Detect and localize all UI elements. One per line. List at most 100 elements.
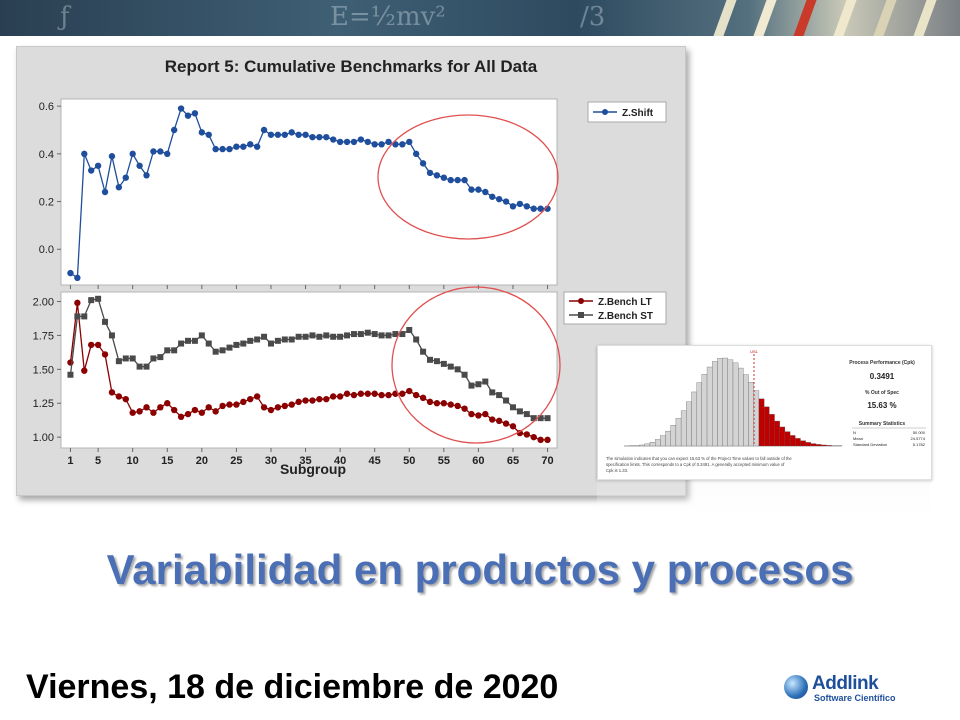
data-point [336, 393, 344, 400]
y-tick-label: 0.0 [39, 244, 54, 256]
data-point [302, 131, 309, 138]
hist-bar [795, 438, 801, 447]
data-point [143, 363, 150, 370]
data-point [247, 337, 254, 344]
hist-bar [660, 435, 666, 447]
data-point [74, 299, 81, 307]
data-point [198, 409, 206, 416]
data-point [537, 205, 544, 212]
data-point [226, 401, 233, 408]
data-point [212, 145, 219, 153]
data-point [399, 390, 406, 397]
data-point [537, 436, 544, 444]
data-point [150, 148, 157, 155]
data-point [288, 401, 295, 408]
data-point [419, 160, 427, 167]
data-point [440, 174, 448, 181]
data-point [260, 126, 268, 134]
data-point [475, 412, 482, 419]
hist-bar [701, 374, 708, 447]
data-point [378, 391, 385, 399]
hist-bar [805, 442, 812, 447]
data-point [267, 406, 275, 414]
data-point [240, 143, 247, 150]
data-point [440, 360, 447, 367]
data-point [67, 371, 74, 378]
logo-subtitle: Software Científico [814, 693, 896, 703]
globe-icon [784, 675, 808, 699]
data-point [454, 402, 461, 410]
data-point [489, 389, 496, 396]
data-point [406, 326, 413, 333]
data-point [371, 390, 378, 397]
series-line [69, 298, 548, 419]
data-point [170, 126, 178, 134]
banner-chalk-formula: E=½mv² [330, 2, 446, 32]
data-point [101, 351, 109, 358]
data-point [177, 413, 185, 420]
data-point [337, 333, 344, 340]
cpk-title: Process Performance (Cpk) [849, 360, 915, 366]
data-point [205, 340, 212, 347]
data-point [468, 186, 475, 193]
data-point [378, 141, 385, 148]
usl-label: USL [750, 349, 759, 354]
zshift-plot-area [60, 98, 558, 286]
data-point [447, 176, 454, 184]
x-tick-label: 55 [438, 455, 450, 467]
data-point [343, 138, 351, 146]
data-point [95, 295, 102, 302]
data-point [350, 331, 357, 338]
data-point [392, 331, 399, 338]
hist-bar [712, 361, 718, 447]
benchmark-charts: 0.00.20.40.61510152025303540455055606570… [33, 98, 667, 477]
data-point [309, 133, 316, 141]
banner-stripe [753, 0, 777, 36]
data-point [108, 332, 115, 339]
hist-bar [779, 426, 786, 447]
data-point [489, 193, 496, 200]
inset-note-line: The simulation indicates that you can ex… [606, 456, 792, 461]
data-point [94, 162, 102, 169]
hist-bar [691, 391, 697, 447]
data-point [157, 354, 164, 361]
x-tick-label: 15 [161, 455, 173, 467]
data-point [191, 337, 198, 344]
data-point [433, 172, 441, 179]
hist-bar [738, 367, 744, 447]
data-point [516, 200, 524, 208]
data-point [364, 329, 371, 336]
data-point [364, 138, 371, 146]
data-point [253, 393, 261, 400]
hist-bar [821, 444, 827, 447]
data-point [530, 205, 537, 212]
series-line [69, 302, 548, 441]
data-point [247, 141, 254, 148]
data-point [495, 417, 503, 425]
data-point [226, 145, 233, 153]
data-point [74, 274, 81, 282]
data-point [482, 378, 489, 385]
data-point [482, 410, 489, 418]
data-point [343, 390, 351, 397]
hist-bar [639, 444, 645, 447]
data-point [267, 131, 275, 138]
hist-bar [800, 440, 806, 447]
hist-bar [654, 439, 661, 447]
zbench-plot-area [60, 291, 558, 449]
data-point [191, 406, 199, 414]
data-point [412, 150, 420, 158]
data-point [129, 355, 136, 362]
simulation-inset: USL Process Performance (Cpk) 0.3491 % O… [597, 345, 932, 480]
hist-bar [670, 425, 677, 447]
data-point [350, 138, 358, 146]
data-point [371, 331, 378, 338]
data-point [115, 358, 122, 365]
hist-bar [789, 435, 796, 447]
slide-heading: Variabilidad en productos y procesos [106, 546, 854, 593]
data-point [288, 336, 295, 343]
zbench-legend [563, 291, 667, 325]
x-tick-label: 30 [265, 455, 277, 467]
y-tick-label: 0.6 [39, 101, 54, 113]
hist-bar [743, 374, 749, 447]
